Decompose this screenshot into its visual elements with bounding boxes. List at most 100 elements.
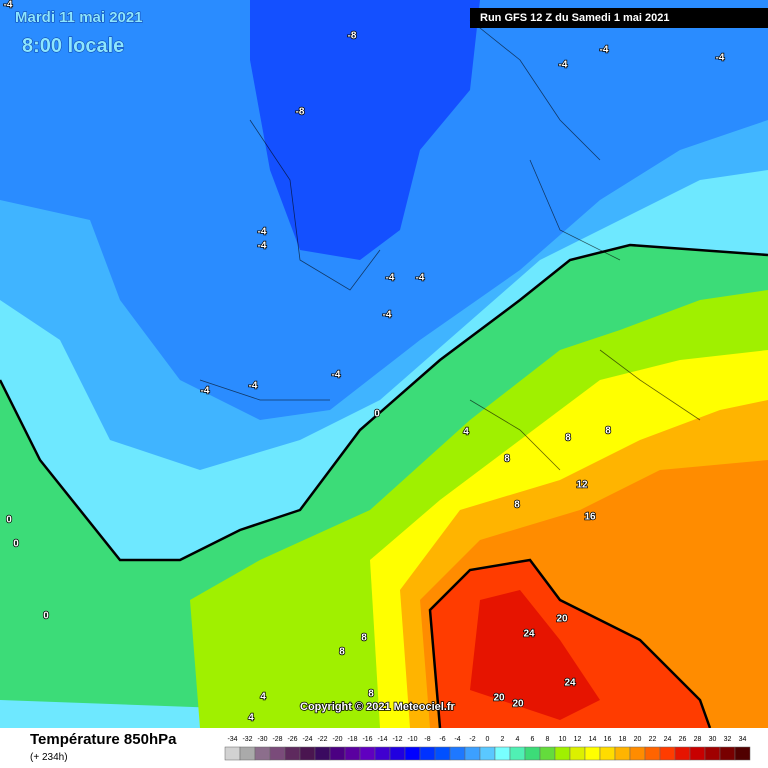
legend-label: -34 [227,736,237,743]
contour-label: -4 [201,386,210,397]
contour-label: -8 [348,31,357,42]
cold-core [250,0,480,260]
legend-swatch [554,746,571,761]
legend-swatch [539,746,556,761]
legend-label: -12 [392,736,402,743]
legend-swatch [494,746,511,761]
legend-label: 32 [724,736,732,743]
band-24 [470,590,600,720]
legend-swatch [359,746,376,761]
contour-label: 16 [584,512,596,523]
legend-swatch [329,746,346,761]
legend-label: 16 [604,736,612,743]
contour-label: -4 [332,370,341,381]
legend-label: -22 [317,736,327,743]
legend-label: 8 [546,736,550,743]
contour-label: 0 [13,539,19,550]
contour-label: 0 [43,611,49,622]
contour-label: 8 [339,647,345,658]
legend-swatch [584,746,601,761]
color-legend: -34 -32 -30 -28 -26 -24 -22 -20 -18 -16 -14 -12 -10-… [224,736,751,761]
legend-swatch [224,746,241,761]
legend-label: -2 [469,736,475,743]
legend-swatch [374,746,391,761]
legend-swatch [239,746,256,761]
isotherm-20 [428,558,712,729]
legend-swatch [629,746,646,761]
footer-lead: (+ 234h) [30,752,68,763]
legend-label: -16 [362,736,372,743]
legend-label: -28 [272,736,282,743]
legend-label: 2 [501,736,505,743]
legend-swatch [419,746,436,761]
contour-label: 4 [463,427,469,438]
forecast-date: Mardi 11 mai 2021 [15,9,143,26]
contour-label: 12 [576,480,588,491]
legend-swatch [614,746,631,761]
isotherm-0 [0,243,768,562]
legend-label: 6 [531,736,535,743]
legend-label: -6 [439,736,445,743]
legend-label: 28 [694,736,702,743]
contour-label: -4 [559,60,568,71]
legend-label: -8 [424,736,430,743]
legend-swatch [479,746,496,761]
legend-swatch [569,746,586,761]
legend-swatch [344,746,361,761]
legend-label: 34 [739,736,747,743]
contour-label: -4 [716,53,725,64]
contour-label: 20 [493,693,505,704]
legend-label: 30 [709,736,717,743]
contour-label: 8 [514,500,520,511]
contour-label: -4 [600,45,609,56]
legend-swatch [404,746,421,761]
legend-label: -4 [454,736,460,743]
contour-label: -4 [249,381,258,392]
contour-label: -4 [383,310,392,321]
borders [199,19,701,471]
legend-swatch [719,746,736,761]
legend-swatch [434,746,451,761]
legend-swatch [269,746,286,761]
legend-label: -20 [332,736,342,743]
legend-swatch [449,746,466,761]
legend-label: -30 [257,736,267,743]
legend-swatch [254,746,271,761]
run-box [470,8,768,28]
legend-label: 22 [649,736,657,743]
contour-label: 24 [564,678,576,689]
forecast-time: 8:00 locale [22,35,124,57]
legend-label: 24 [664,736,672,743]
legend-label: -14 [377,736,387,743]
legend-swatch [299,746,316,761]
legend-swatch [464,746,481,761]
legend-swatch [704,746,721,761]
legend-label: 20 [634,736,642,743]
legend-swatch [524,746,541,761]
legend-label: -26 [287,736,297,743]
copyright: Copyright © 2021 Meteociel.fr [300,701,456,713]
legend-label: 18 [619,736,627,743]
legend-label: -32 [242,736,252,743]
footer-title: Température 850hPa [30,731,177,748]
legend-label: -24 [302,736,312,743]
legend-swatch [389,746,406,761]
legend-label: -10 [407,736,417,743]
legend-swatch [674,746,691,761]
legend-swatch [659,746,676,761]
run-info: Run GFS 12 Z du Samedi 1 mai 2021 [480,12,670,24]
contour-label: 4 [260,692,266,703]
legend-swatch [284,746,301,761]
legend-swatch [509,746,526,761]
contour-label: -4 [258,241,267,252]
contour-label: 20 [556,614,568,625]
legend-swatch [314,746,331,761]
contour-label: 0 [6,515,12,526]
contour-label: 0 [374,409,380,420]
legend-swatch [689,746,706,761]
legend-swatch [644,746,661,761]
contour-label: -4 [4,0,13,11]
legend-label: 10 [559,736,567,743]
